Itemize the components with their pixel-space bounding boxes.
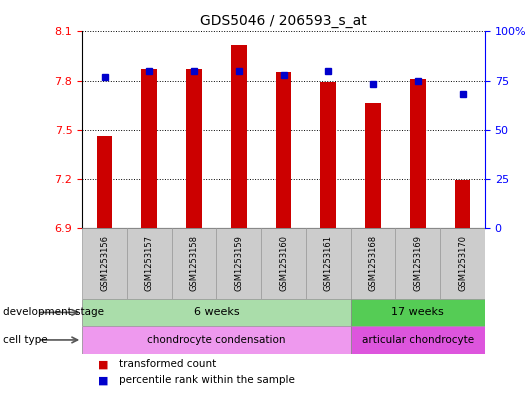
Bar xyxy=(82,326,351,354)
Text: GSM1253158: GSM1253158 xyxy=(190,235,199,291)
Bar xyxy=(172,228,216,299)
Bar xyxy=(395,228,440,299)
Text: percentile rank within the sample: percentile rank within the sample xyxy=(119,375,295,385)
Bar xyxy=(276,72,292,228)
Bar xyxy=(351,326,485,354)
Text: GSM1253157: GSM1253157 xyxy=(145,235,154,291)
Text: GSM1253159: GSM1253159 xyxy=(234,235,243,291)
Text: transformed count: transformed count xyxy=(119,359,216,369)
Text: 6 weeks: 6 weeks xyxy=(193,307,239,318)
Bar xyxy=(82,299,351,326)
Bar xyxy=(231,44,246,228)
Bar xyxy=(186,69,202,228)
Bar xyxy=(351,228,395,299)
Text: GSM1253169: GSM1253169 xyxy=(413,235,422,291)
Bar xyxy=(351,299,485,326)
Text: ■: ■ xyxy=(98,375,109,385)
Bar xyxy=(365,103,381,228)
Text: GSM1253168: GSM1253168 xyxy=(368,235,377,291)
Bar xyxy=(82,228,127,299)
Text: development stage: development stage xyxy=(3,307,104,318)
Text: GSM1253160: GSM1253160 xyxy=(279,235,288,291)
Text: chondrocyte condensation: chondrocyte condensation xyxy=(147,335,286,345)
Text: GSM1253161: GSM1253161 xyxy=(324,235,333,291)
Bar xyxy=(96,136,112,228)
Text: articular chondrocyte: articular chondrocyte xyxy=(362,335,474,345)
Text: cell type: cell type xyxy=(3,335,47,345)
Bar xyxy=(410,79,426,228)
Text: 17 weeks: 17 weeks xyxy=(392,307,444,318)
Text: GSM1253170: GSM1253170 xyxy=(458,235,467,291)
Bar xyxy=(142,69,157,228)
Title: GDS5046 / 206593_s_at: GDS5046 / 206593_s_at xyxy=(200,14,367,28)
Bar xyxy=(261,228,306,299)
Text: ■: ■ xyxy=(98,359,109,369)
Bar xyxy=(321,82,336,228)
Bar xyxy=(127,228,172,299)
Bar xyxy=(440,228,485,299)
Bar xyxy=(216,228,261,299)
Text: GSM1253156: GSM1253156 xyxy=(100,235,109,291)
Bar xyxy=(306,228,351,299)
Bar xyxy=(455,180,471,228)
